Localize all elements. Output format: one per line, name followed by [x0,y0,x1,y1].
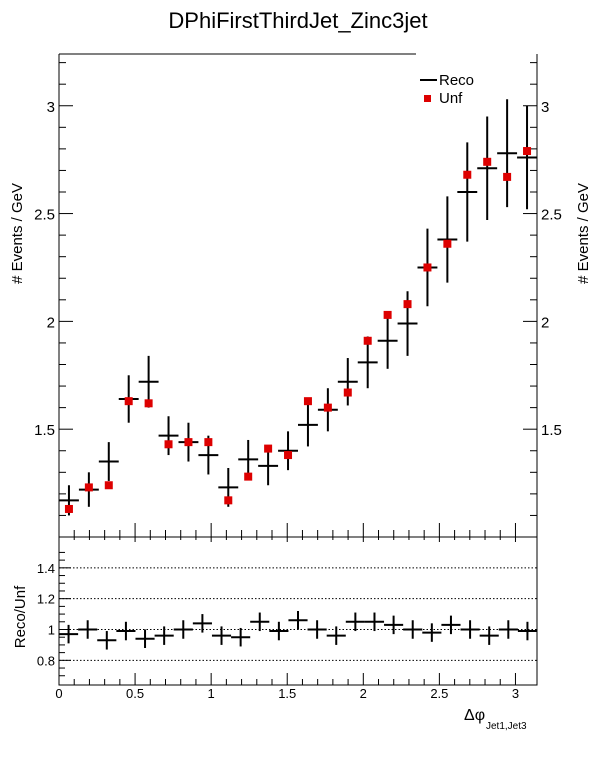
ratio-xtick-label: 3 [512,686,519,701]
unf-point [124,397,133,406]
ratio-xtick-label: 2 [360,686,367,701]
ratio-ytick-label: 1 [48,623,55,638]
upper-ytick-label-left: 2.5 [34,207,55,224]
x-axis-title: Δφ Jet1,Jet3 [464,707,527,732]
x-axis-title-sub: Jet1,Jet3 [486,721,527,732]
ratio-xtick-label: 2.5 [430,686,448,701]
ratio-xtick-label: 1.5 [278,686,296,701]
legend-unf-marker [424,95,431,102]
ratio-ytick-label: 0.8 [37,653,55,668]
unf-point [523,147,532,156]
ratio-panel: Reco/Unf 0.8 1 1.2 1.4 0 0.5 1 1.5 2 2.5 3 Δφ Jet1… [12,536,538,732]
unf-point [423,263,432,272]
unf-point [84,483,93,492]
ratio-xtick-label: 1 [208,686,215,701]
upper-ytick-label-left: 1.5 [34,422,55,439]
unf-point [403,300,412,309]
upper-ytick-label-left: 2 [47,314,55,331]
legend: Reco Unf [420,72,474,107]
unf-point [144,399,153,408]
chart-title: DPhiFirstThirdJet_Zinc3jet [168,8,427,33]
upper-ylabel-left: # Events / GeV [9,183,26,284]
unf-point [463,170,472,179]
upper-ylabel-right: # Events / GeV [575,183,592,284]
ratio-frame [58,536,538,686]
unf-point [323,403,332,412]
unf-point [503,172,512,181]
upper-ytick-label-right: 1.5 [541,422,562,439]
x-axis-title-main: Δφ [464,707,485,724]
upper-ytick-label-right: 2 [541,314,549,331]
upper-ytick-label-right: 2.5 [541,207,562,224]
unf-point [244,472,253,481]
upper-panel: # Events / GeV # Events / GeV Reco Unf 1… [9,53,592,538]
ratio-ylabel: Reco/Unf [12,585,29,648]
unf-point [64,504,73,513]
unf-point [383,310,392,319]
unf-point [264,444,273,453]
ratio-xtick-label: 0.5 [126,686,144,701]
unf-point [164,440,173,449]
upper-ytick-label-right: 3 [541,99,549,116]
ratio-ytick-label: 1.4 [37,561,55,576]
ratio-ytick-label: 1.2 [37,592,55,607]
unf-point [284,451,293,460]
ratio-xtick-label: 0 [55,686,62,701]
unf-point [184,438,193,447]
legend-reco-label: Reco [439,72,474,89]
unf-point [443,239,452,248]
unf-point [224,496,233,505]
unf-point [363,336,372,345]
unf-point [483,157,492,166]
unf-point [303,397,312,406]
unf-point [104,481,113,490]
legend-unf-label: Unf [439,90,463,107]
upper-ytick-label-left: 3 [47,99,55,116]
unf-point [204,438,213,447]
unf-point [343,388,352,397]
